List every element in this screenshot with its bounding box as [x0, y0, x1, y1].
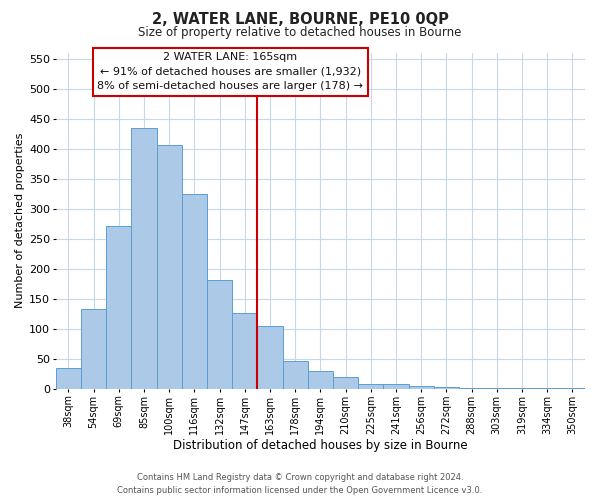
Bar — [484, 388, 509, 389]
Bar — [257, 326, 283, 389]
Bar — [283, 362, 308, 389]
Bar — [560, 388, 585, 389]
Bar — [383, 384, 409, 389]
Bar — [409, 386, 434, 389]
Y-axis label: Number of detached properties: Number of detached properties — [15, 133, 25, 308]
Bar — [81, 309, 106, 389]
Bar — [131, 128, 157, 389]
X-axis label: Distribution of detached houses by size in Bourne: Distribution of detached houses by size … — [173, 440, 468, 452]
Bar — [358, 384, 383, 389]
Bar — [509, 388, 535, 389]
Text: Contains HM Land Registry data © Crown copyright and database right 2024.
Contai: Contains HM Land Registry data © Crown c… — [118, 474, 482, 495]
Bar — [459, 388, 484, 389]
Bar — [535, 388, 560, 389]
Bar — [434, 387, 459, 389]
Bar — [232, 313, 257, 389]
Bar — [106, 226, 131, 389]
Bar — [308, 371, 333, 389]
Bar — [182, 194, 207, 389]
Bar — [56, 368, 81, 389]
Text: 2 WATER LANE: 165sqm
← 91% of detached houses are smaller (1,932)
8% of semi-det: 2 WATER LANE: 165sqm ← 91% of detached h… — [97, 52, 364, 92]
Bar — [333, 377, 358, 389]
Bar — [207, 280, 232, 389]
Bar — [157, 145, 182, 389]
Text: Size of property relative to detached houses in Bourne: Size of property relative to detached ho… — [139, 26, 461, 39]
Text: 2, WATER LANE, BOURNE, PE10 0QP: 2, WATER LANE, BOURNE, PE10 0QP — [152, 12, 448, 28]
